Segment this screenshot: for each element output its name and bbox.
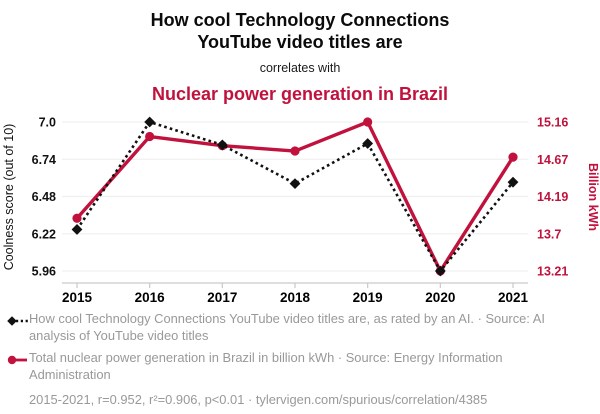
svg-text:13.21: 13.21 [537, 265, 568, 279]
page-subtitle: Nuclear power generation in Brazil [151, 84, 449, 104]
x-axis: 2015 2016 2017 2018 2019 2020 2021 [62, 282, 529, 305]
correlates-with-text: correlates with [259, 61, 341, 75]
legend: How cool Technology Connections YouTube … [0, 305, 600, 408]
svg-text:2021: 2021 [498, 290, 529, 305]
svg-text:6.74: 6.74 [32, 153, 56, 167]
legend-entry-nuclear: Total nuclear power generation in Brazil… [7, 350, 600, 383]
svg-text:5.96: 5.96 [32, 265, 56, 279]
svg-text:2019: 2019 [353, 290, 383, 305]
page-title-line2: YouTube video titles are [197, 32, 403, 52]
gridlines [62, 121, 528, 272]
correlation-chart: 2015 2016 2017 2018 2019 2020 2021 5.96 6.22 6.4… [2, 116, 600, 306]
black-diamond-dotted-line-icon [7, 311, 29, 332]
legend-label-coolness: How cool Technology Connections YouTube … [29, 311, 545, 343]
svg-text:2015: 2015 [62, 290, 93, 305]
stats-footer: 2015-2021, r=0.952, r²=0.906, p<0.01 · t… [29, 392, 488, 407]
y-axis-left-ticks: 5.96 6.22 6.48 6.74 7.0 [32, 116, 56, 279]
svg-text:13.7: 13.7 [537, 227, 561, 241]
svg-text:2020: 2020 [425, 290, 455, 305]
svg-text:15.16: 15.16 [537, 116, 568, 130]
svg-text:14.19: 14.19 [537, 190, 568, 204]
svg-text:7.0: 7.0 [39, 116, 56, 130]
svg-text:2016: 2016 [135, 290, 166, 305]
svg-text:6.22: 6.22 [32, 227, 56, 241]
page-title-line1: How cool Technology Connections [150, 10, 450, 30]
legend-entry-coolness: How cool Technology Connections YouTube … [7, 311, 600, 344]
chart-header: How cool Technology Connections YouTube … [0, 0, 600, 105]
y-axis-left-label: Coolness score (out of 10) [2, 124, 16, 271]
y-axis-right-label: Billion kWh [586, 163, 600, 231]
svg-text:2018: 2018 [280, 290, 311, 305]
svg-text:2017: 2017 [207, 290, 237, 305]
svg-text:14.67: 14.67 [537, 153, 568, 167]
y-axis-right-ticks: 13.21 13.7 14.19 14.67 15.16 [537, 116, 568, 279]
red-circle-solid-line-icon [7, 350, 29, 371]
svg-text:6.48: 6.48 [32, 190, 56, 204]
legend-label-nuclear: Total nuclear power generation in Brazil… [29, 350, 503, 382]
series-coolness-score-line [71, 116, 519, 277]
